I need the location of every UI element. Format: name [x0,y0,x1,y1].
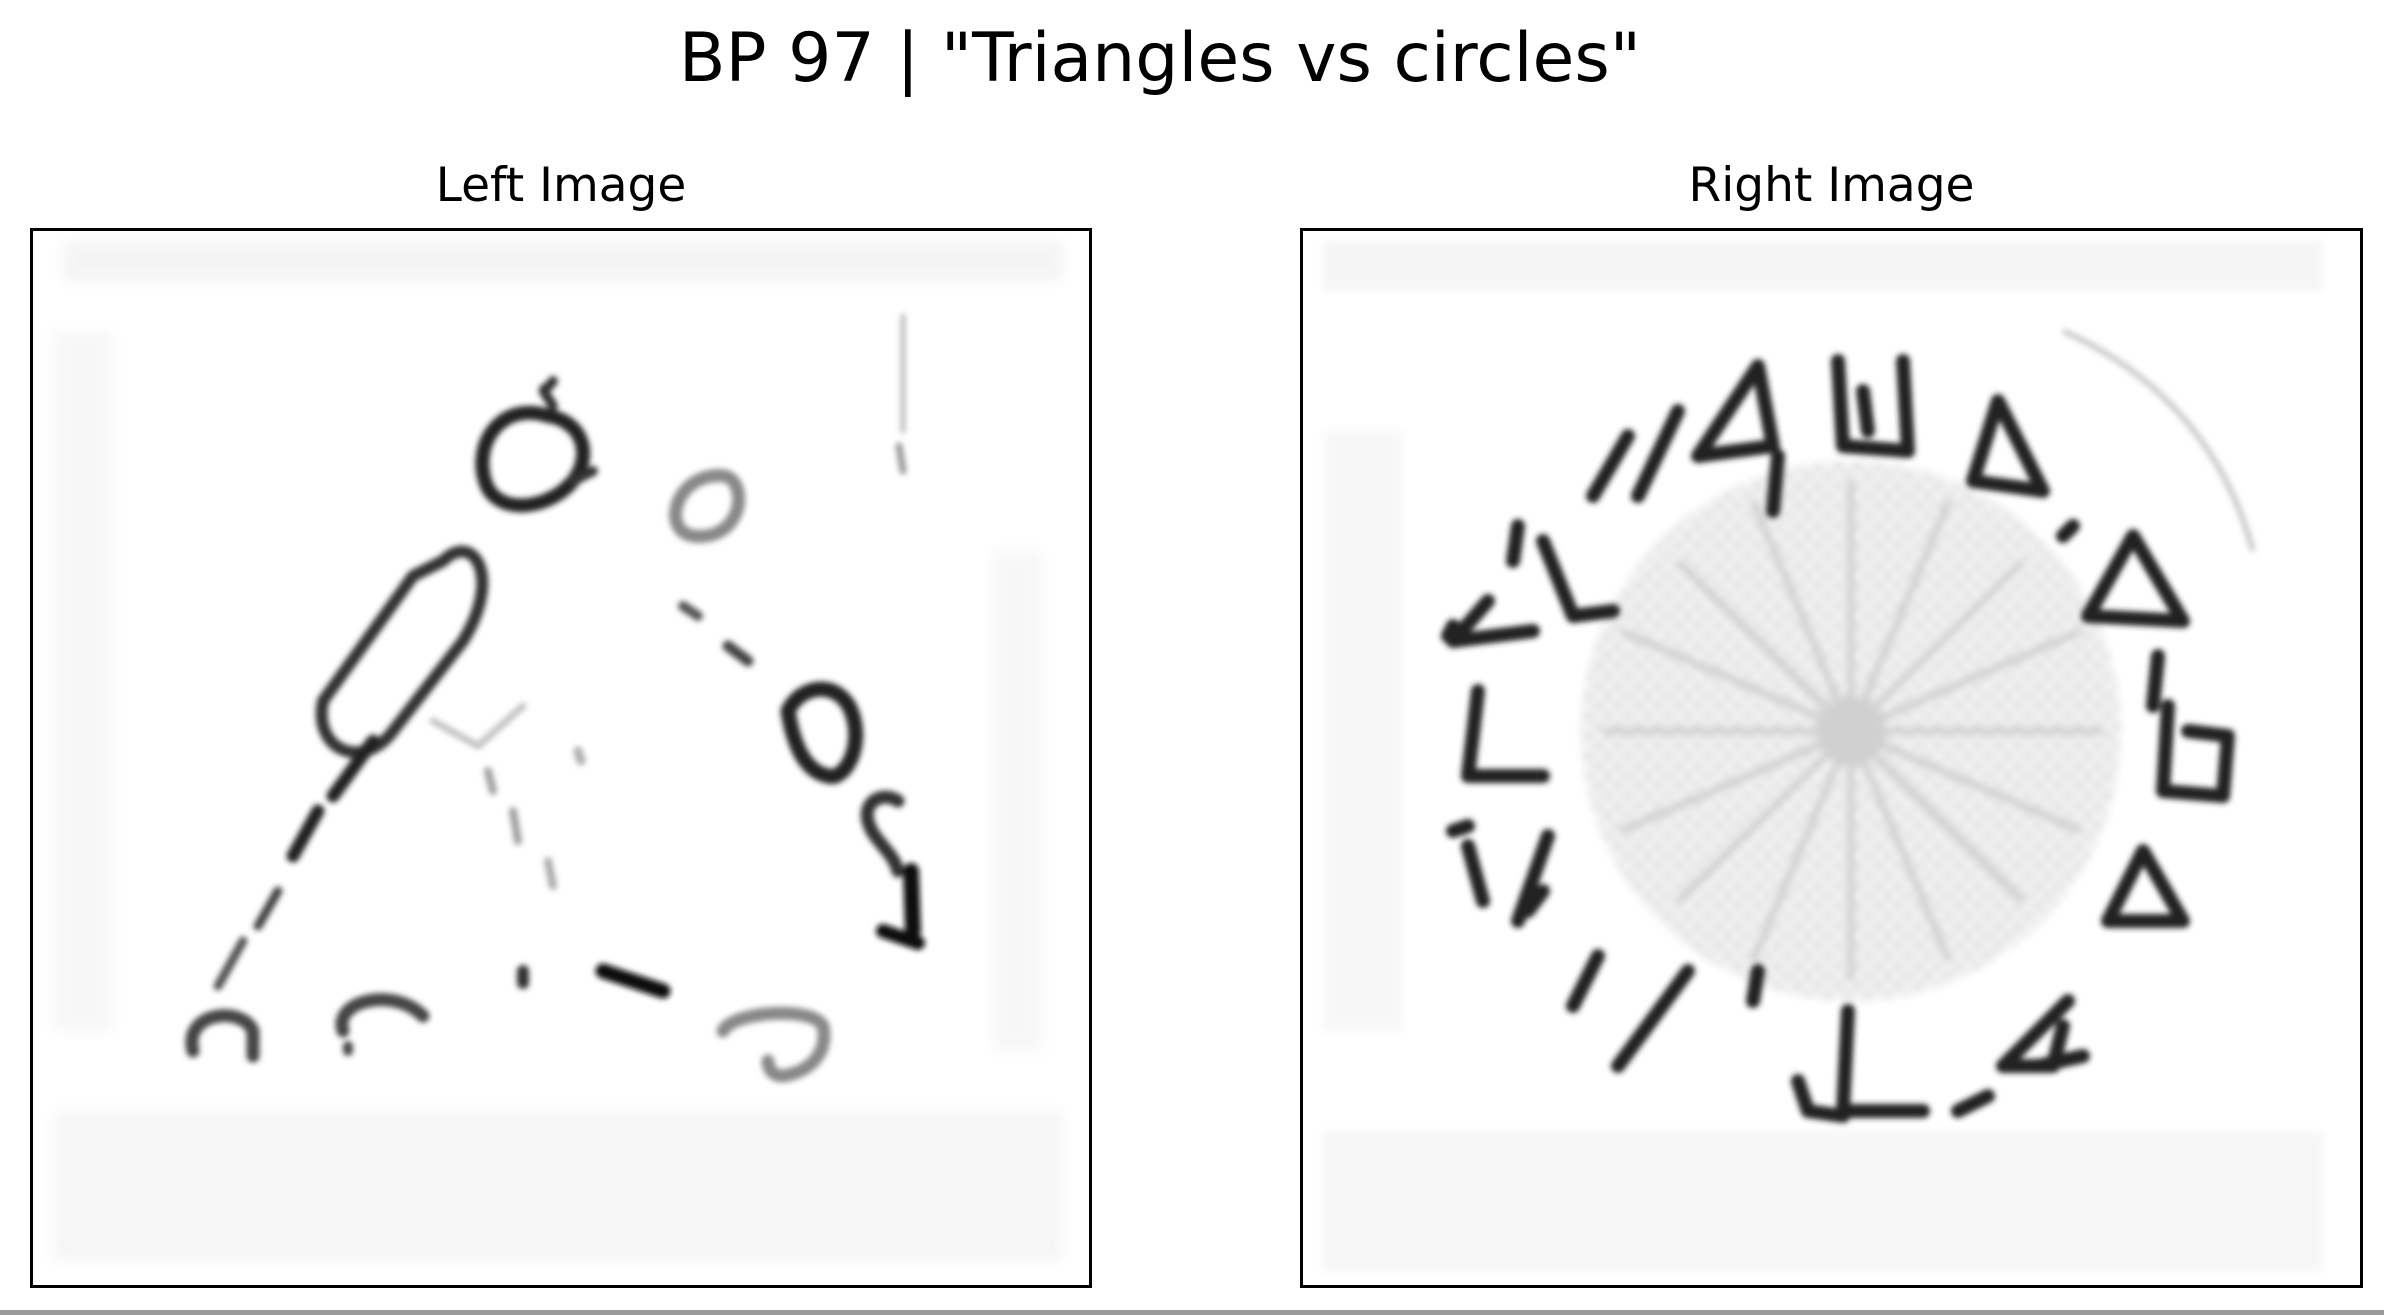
outer-faint-arc [2061,328,2256,552]
left-background-noise [53,241,1063,1261]
left-shape-strokes [185,313,925,1083]
central-circle [1581,461,2121,1001]
figure-title: BP 97 | "Triangles vs circles" [678,19,1642,98]
left-image-drawing [53,241,1063,1261]
right-image-drawing [1323,241,2323,1271]
left-panel-title: Left Image [435,158,687,213]
right-background-noise [1323,241,2323,1271]
right-image-panel [1300,228,2363,1288]
triangle-ring [1441,354,2235,1123]
right-panel-title: Right Image [1688,158,1975,213]
left-image-panel [30,228,1092,1288]
bottom-edge-line [0,1310,2384,1315]
